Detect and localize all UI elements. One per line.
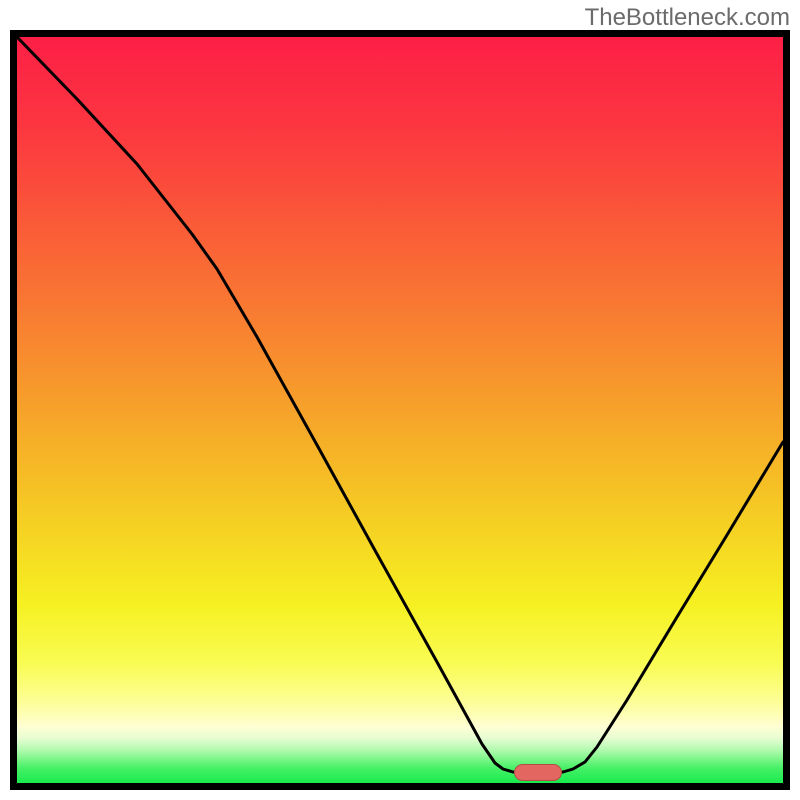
plot-area [17,37,783,783]
bottleneck-curve [17,37,783,783]
watermark-text: TheBottleneck.com [585,4,790,32]
curve-line [17,37,783,773]
optimal-marker [514,764,562,781]
chart-container: TheBottleneck.com [0,0,800,800]
plot-border [10,30,790,790]
